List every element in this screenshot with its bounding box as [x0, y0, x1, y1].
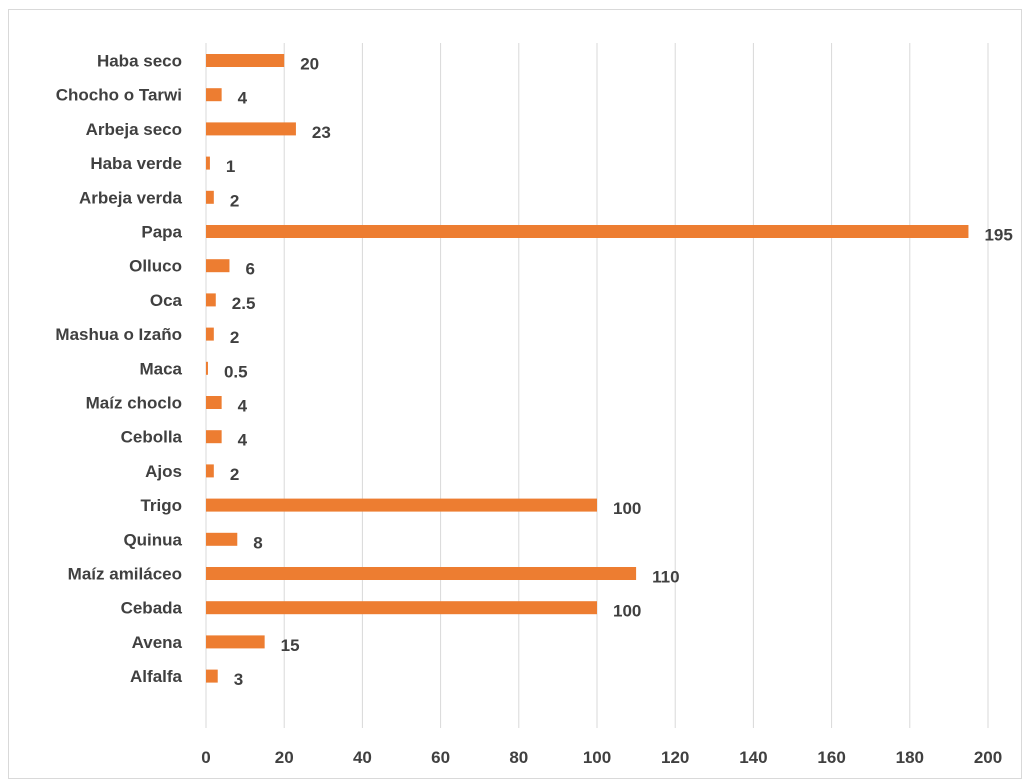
category-label: Avena — [132, 633, 183, 652]
bar — [206, 54, 285, 67]
bar — [206, 327, 214, 341]
data-label: 20 — [300, 55, 319, 74]
category-label: Papa — [141, 223, 182, 242]
bar — [206, 293, 216, 307]
category-label: Haba seco — [97, 52, 182, 71]
data-label: 4 — [238, 397, 248, 416]
data-label: 15 — [281, 636, 300, 655]
data-label: 23 — [312, 123, 331, 142]
data-label: 4 — [238, 431, 248, 450]
data-label: 100 — [613, 499, 641, 518]
value-labels: 20 4 23 1 2 195 6 2.5 2 0.5 4 4 2 100 8 110 100 15 3 — [224, 55, 1013, 690]
bar — [206, 88, 222, 102]
data-label: 2.5 — [232, 294, 256, 313]
category-label: Trigo — [140, 496, 182, 515]
x-axis-tick-labels: 0 20 40 60 80 100 120 140 160 180 200 — [201, 748, 1002, 767]
data-label: 2 — [230, 328, 239, 347]
bar — [206, 122, 296, 136]
category-labels: Haba seco Chocho o Tarwi Arbeja seco Haba v… — [55, 52, 182, 687]
bar — [206, 464, 214, 478]
category-label: Cebada — [121, 599, 183, 618]
bar — [206, 635, 265, 649]
data-label: 6 — [245, 260, 254, 279]
category-label: Ajos — [145, 462, 182, 481]
bars — [206, 54, 969, 683]
bar — [206, 532, 238, 546]
x-tick-label: 200 — [974, 748, 1002, 767]
category-label: Arbeja seco — [86, 120, 182, 139]
category-label: Maíz choclo — [86, 394, 182, 413]
category-label: Maca — [139, 359, 182, 378]
data-label: 2 — [230, 465, 239, 484]
bar — [206, 225, 969, 238]
x-tick-label: 140 — [739, 748, 767, 767]
data-label: 1 — [226, 157, 235, 176]
data-label: 100 — [613, 602, 641, 621]
x-tick-label: 0 — [201, 748, 210, 767]
category-label: Chocho o Tarwi — [56, 86, 182, 105]
bar — [206, 190, 214, 204]
x-tick-label: 180 — [896, 748, 924, 767]
data-label: 110 — [652, 568, 679, 587]
x-tick-label: 60 — [431, 748, 450, 767]
category-label: Quinua — [123, 530, 182, 549]
bar — [206, 669, 218, 683]
x-tick-label: 100 — [583, 748, 611, 767]
x-tick-label: 80 — [509, 748, 528, 767]
data-label: 4 — [238, 89, 248, 108]
bar — [206, 498, 597, 512]
bar — [206, 361, 208, 375]
category-label: Oca — [150, 291, 183, 310]
bar — [206, 601, 597, 615]
category-label: Haba verde — [90, 154, 182, 173]
bar — [206, 430, 222, 444]
bar — [206, 567, 637, 580]
bar — [206, 259, 230, 273]
data-label: 0.5 — [224, 362, 248, 381]
gridlines — [205, 43, 989, 728]
category-label: Cebolla — [121, 428, 183, 447]
data-label: 8 — [253, 533, 262, 552]
category-label: Maíz amiláceo — [68, 565, 182, 584]
data-label: 3 — [234, 670, 243, 689]
data-label: 2 — [230, 191, 239, 210]
x-tick-label: 40 — [353, 748, 372, 767]
x-tick-label: 120 — [661, 748, 689, 767]
category-label: Olluco — [129, 257, 182, 276]
bar — [206, 396, 222, 409]
category-label: Alfalfa — [130, 667, 183, 686]
x-tick-label: 20 — [275, 748, 294, 767]
chart-frame — [8, 9, 1022, 779]
data-label: 195 — [984, 226, 1012, 245]
bar — [206, 156, 210, 170]
category-label: Mashua o Izaño — [55, 325, 182, 344]
category-label: Arbeja verda — [79, 188, 183, 207]
x-tick-label: 160 — [817, 748, 845, 767]
